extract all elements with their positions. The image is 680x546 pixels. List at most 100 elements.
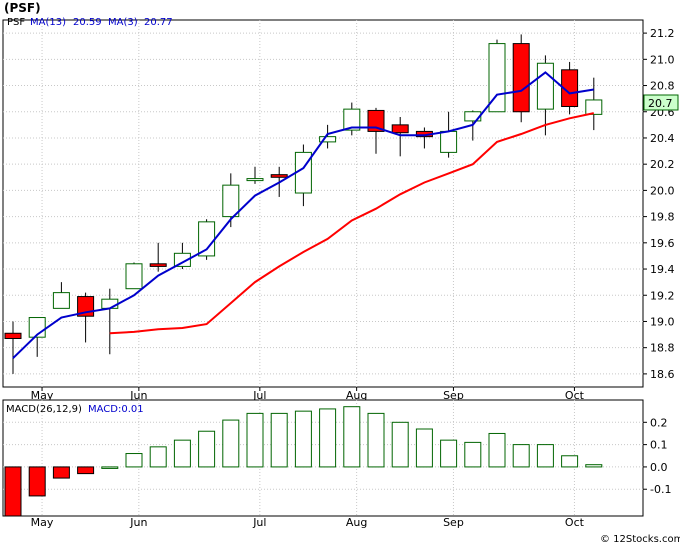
macd-legend-label: MACD(26,12,9) — [6, 404, 82, 415]
macd-bar — [77, 466, 95, 475]
chart-title: (PSF) — [4, 1, 41, 15]
macd-bar — [440, 439, 458, 468]
macd-bar — [488, 432, 506, 468]
macd-x-tick-label: Sep — [443, 516, 464, 529]
macd-bar — [536, 444, 554, 468]
candle-body — [367, 109, 385, 132]
down-candle — [367, 107, 385, 154]
down-candle — [149, 242, 167, 272]
candle-body — [246, 178, 264, 182]
last-price-tag: 20.7 — [648, 97, 673, 110]
macd-x-tick-label: May — [31, 516, 54, 529]
macd-bar — [246, 412, 264, 468]
price-y-tick-label: 19.6 — [650, 237, 675, 250]
down-candle — [512, 34, 530, 123]
up-candle — [585, 77, 603, 131]
ma13-line — [12, 71, 594, 359]
candle-body — [52, 292, 70, 309]
macd-bar — [149, 446, 167, 468]
macd-x-tick-label: Jun — [129, 516, 147, 529]
up-candle — [125, 262, 143, 290]
macd-bar — [367, 412, 385, 468]
candle-body — [343, 108, 361, 131]
candle-body — [173, 252, 191, 267]
price-x-tick-label: Jun — [129, 389, 147, 402]
macd-y-tick-label: -0.1 — [650, 483, 671, 496]
macd-x-axis: May Jun Jul Aug Sep Oct — [31, 516, 585, 529]
macd-bar — [294, 410, 312, 468]
ma13-legend-value: 20.59 — [73, 17, 102, 28]
macd-y-tick-label: 0.0 — [650, 461, 668, 474]
price-y-tick-label: 19.0 — [650, 315, 675, 328]
macd-y-tick-label: 0.1 — [650, 439, 668, 452]
candle-body — [198, 221, 216, 257]
price-y-axis: 21.221.020.820.620.420.220.019.819.619.4… — [643, 27, 675, 381]
price-x-tick-label: Sep — [443, 389, 464, 402]
price-y-tick-label: 19.8 — [650, 211, 675, 224]
price-y-tick-label: 19.2 — [650, 289, 675, 302]
macd-bar — [52, 466, 70, 479]
candle-body — [149, 263, 167, 267]
macd-bar — [270, 412, 288, 468]
macd-bar — [585, 464, 603, 468]
price-y-tick-label: 18.6 — [650, 368, 675, 381]
ma3-legend-value: 20.77 — [144, 17, 173, 28]
candle-body — [101, 298, 119, 309]
candle-body — [440, 130, 458, 153]
price-y-tick-label: 20.8 — [650, 80, 675, 93]
price-x-tick-label: Oct — [565, 389, 585, 402]
candle-body — [125, 263, 143, 290]
macd-bar — [28, 466, 46, 497]
price-y-tick-label: 21.0 — [650, 53, 675, 66]
up-candle — [222, 173, 240, 228]
moving-average-lines — [12, 71, 595, 359]
macd-y-axis: 0.2 0.1 0.0 -0.1 — [643, 416, 671, 496]
macd-bar — [512, 444, 530, 468]
price-x-axis: May Jun Jul Aug Sep Oct — [31, 387, 585, 402]
ma3-line — [109, 112, 595, 335]
ma3-legend-label: MA(3) — [108, 17, 138, 28]
price-x-tick-label: May — [31, 389, 54, 402]
macd-legend-value: MACD:0.01 — [88, 404, 144, 415]
candle-body — [270, 174, 288, 178]
candle-body — [222, 184, 240, 218]
ticker-label: PSF — [7, 17, 25, 28]
macd-x-tick-label: Jul — [252, 516, 266, 529]
macd-x-tick-label: Aug — [346, 516, 367, 529]
down-candle — [4, 321, 22, 374]
macd-bar — [561, 455, 579, 468]
macd-bar — [343, 406, 361, 468]
candle-body — [4, 332, 22, 340]
down-candle — [561, 61, 579, 115]
macd-bar — [464, 441, 482, 468]
watermark: © 12Stocks.com — [600, 534, 680, 545]
macd-bar — [391, 421, 409, 468]
macd-histogram — [4, 406, 603, 517]
macd-bar — [101, 466, 119, 469]
price-y-tick-label: 18.8 — [650, 342, 675, 355]
macd-bar — [173, 439, 191, 468]
candle-body — [294, 151, 312, 194]
candle-body — [585, 99, 603, 115]
down-candle — [391, 116, 409, 157]
up-candle — [246, 166, 264, 184]
macd-bar — [222, 419, 240, 468]
candle-body — [561, 69, 579, 108]
price-gridlines — [3, 20, 643, 387]
macd-y-tick-label: 0.2 — [650, 416, 668, 429]
candle-body — [319, 136, 337, 143]
macd-x-tick-label: Oct — [565, 516, 585, 529]
macd-bar — [415, 428, 433, 468]
macd-bar — [198, 430, 216, 468]
price-y-tick-label: 20.2 — [650, 158, 675, 171]
price-y-tick-label: 20.4 — [650, 132, 675, 145]
up-candle — [173, 242, 191, 270]
up-candle — [52, 282, 70, 309]
macd-bar — [125, 453, 143, 468]
last-price-tag-box — [643, 94, 679, 111]
up-candle — [343, 102, 361, 136]
candle-body — [391, 124, 409, 134]
candle-body — [536, 62, 554, 110]
price-y-tick-label: 19.4 — [650, 263, 675, 276]
